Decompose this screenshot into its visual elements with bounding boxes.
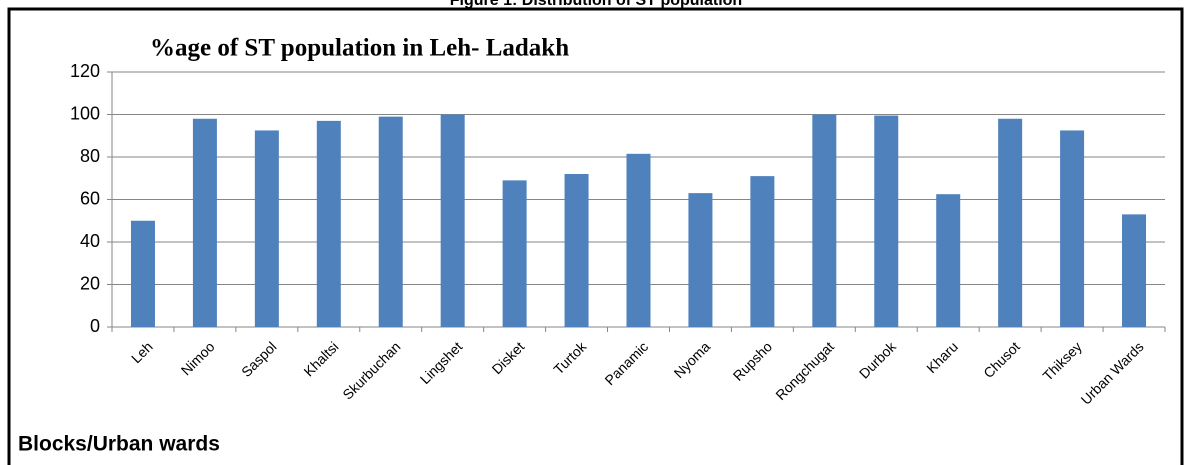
x-tick-label: Thiksey xyxy=(1039,338,1084,383)
x-tick-label: Disket xyxy=(489,338,528,377)
bar xyxy=(440,114,465,327)
y-tick-label: 100 xyxy=(70,103,100,123)
bar xyxy=(564,174,589,327)
x-tick-label: Rupsho xyxy=(730,338,776,384)
bar xyxy=(626,153,651,327)
y-tick-label: 120 xyxy=(70,61,100,81)
bar xyxy=(378,116,403,327)
x-tick-label: Rongchugat xyxy=(772,338,837,403)
chart-border xyxy=(7,7,1184,465)
x-tick-label: Nyoma xyxy=(671,338,714,381)
y-tick-label: 80 xyxy=(80,146,100,166)
bar xyxy=(502,180,527,327)
x-tick-label: Nimoo xyxy=(178,338,218,378)
y-tick-label: 60 xyxy=(80,188,100,208)
x-axis-title: Blocks/Urban wards xyxy=(18,433,220,456)
bar xyxy=(1060,130,1085,327)
x-tick-label: Chusot xyxy=(980,338,1023,381)
x-tick-label: Urban Wards xyxy=(1078,338,1147,407)
x-tick-label: Turtok xyxy=(550,338,590,378)
y-tick-label: 0 xyxy=(90,316,100,336)
bar xyxy=(688,193,713,327)
bar xyxy=(1122,214,1147,327)
y-tick-label: 20 xyxy=(80,273,100,293)
x-tick-label: Leh xyxy=(128,338,156,366)
x-tick-label: Khaltsi xyxy=(300,338,341,379)
bar xyxy=(874,115,899,327)
x-tick-label: Skurbuchan xyxy=(339,338,403,402)
bar xyxy=(254,130,279,327)
bar xyxy=(936,194,961,327)
bar xyxy=(750,176,775,327)
x-tick-label: Panamic xyxy=(601,338,651,388)
bar xyxy=(998,118,1023,327)
bar xyxy=(192,118,217,327)
bar xyxy=(130,220,155,327)
chart-title: %age of ST population in Leh- Ladakh xyxy=(150,35,569,62)
x-tick-label: Saspol xyxy=(238,338,280,380)
x-tick-label: Kharu xyxy=(923,338,961,376)
x-tick-label: Lingshet xyxy=(417,338,466,387)
x-tick-label: Durbok xyxy=(856,338,900,382)
bar xyxy=(316,120,341,327)
figure-caption: Figure 1: Distribution of ST population xyxy=(450,0,742,9)
bar xyxy=(812,114,837,327)
y-tick-label: 40 xyxy=(80,231,100,251)
